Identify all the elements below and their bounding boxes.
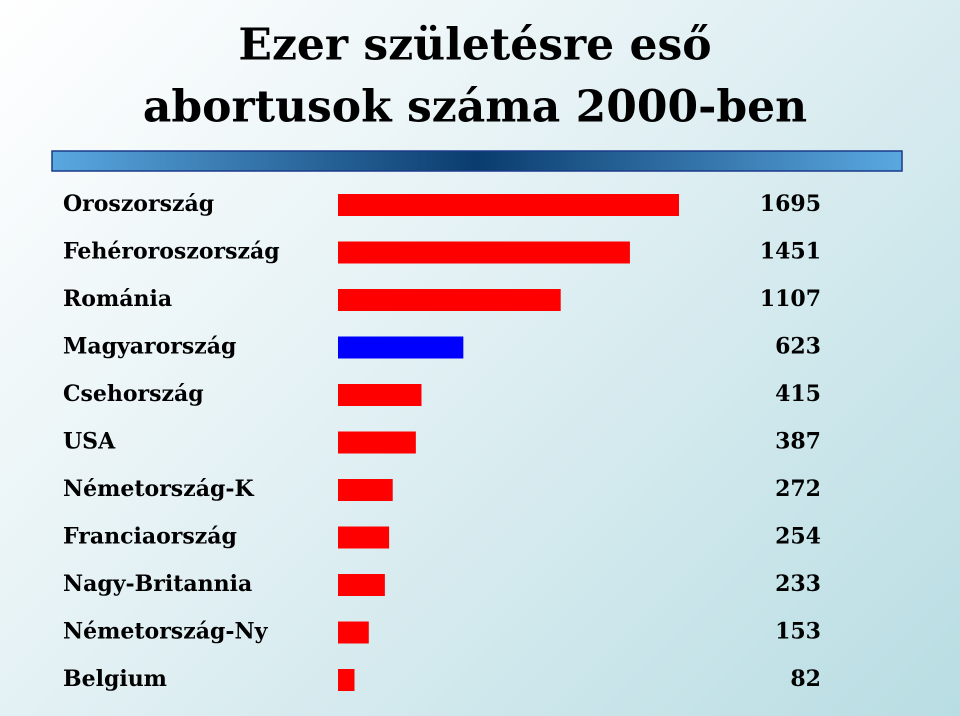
bar <box>338 526 390 549</box>
category-label: Magyarország <box>63 334 236 360</box>
bar <box>338 194 679 216</box>
value-label: 1451 <box>760 239 821 265</box>
category-label: Oroszország <box>63 191 214 217</box>
value-label: 82 <box>790 666 821 692</box>
value-label: 254 <box>775 524 821 550</box>
bar <box>338 384 422 406</box>
bar <box>338 621 369 644</box>
bar <box>338 336 464 359</box>
bar <box>338 479 393 501</box>
value-label: 387 <box>775 429 821 455</box>
category-label: Németország-K <box>63 476 254 502</box>
category-label: Németország-Ny <box>63 619 269 645</box>
value-label: 1107 <box>760 286 821 312</box>
bar <box>338 669 355 691</box>
category-label: Fehéroroszország <box>63 239 280 265</box>
value-label: 233 <box>775 571 821 597</box>
bar <box>338 289 561 311</box>
bar <box>338 241 630 264</box>
category-label: Csehország <box>63 381 204 407</box>
chart-title: Ezer születésre eső <box>238 20 711 71</box>
category-label: USA <box>63 429 116 455</box>
value-label: 1695 <box>760 191 821 217</box>
bar <box>338 431 416 454</box>
chart-title: abortusok száma 2000-ben <box>143 82 807 133</box>
category-label: Nagy-Britannia <box>63 571 252 597</box>
title-stripe <box>51 150 903 172</box>
bar <box>338 574 385 596</box>
value-label: 153 <box>775 619 821 645</box>
value-label: 623 <box>775 334 821 360</box>
category-label: Belgium <box>63 666 167 692</box>
value-label: 272 <box>775 476 821 502</box>
category-label: Románia <box>63 286 172 312</box>
category-label: Franciaország <box>63 524 237 550</box>
value-label: 415 <box>775 381 821 407</box>
